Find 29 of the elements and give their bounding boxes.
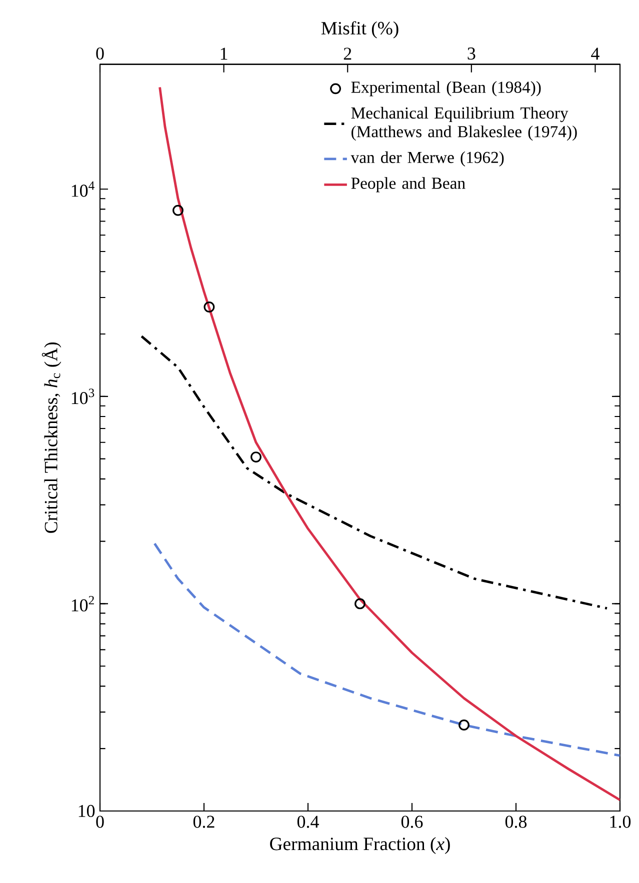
x2-axis-title: Misfit (%) (321, 21, 398, 38)
legend-label: Experimental (Bean (1984)) (351, 81, 541, 96)
legend-label: Mechanical Equilibrium Theory (Matthews and Blakeslee (1974)) (351, 106, 577, 141)
x-tick-label: 1.0 (610, 816, 631, 828)
x-tick-label: 0.6 (401, 816, 423, 828)
point (204, 302, 215, 312)
x2-tick-label: 3 (468, 48, 476, 60)
point (250, 452, 262, 462)
x-tick-label: 0.8 (505, 816, 527, 828)
x2-tick-label: 1 (220, 48, 228, 60)
x2-tick-label: 0 (96, 47, 104, 60)
y-tick-label: 10$^{2}$ (72, 596, 94, 612)
legend-label: People and Bean (351, 177, 466, 192)
legend-label: van der Merwe (1962) (350, 151, 504, 166)
y-tick-label: 10$^{4}$ (72, 181, 94, 197)
x-tick-label: 0 (96, 816, 104, 828)
point (172, 204, 184, 216)
x-tick-label: 0.2 (193, 816, 214, 828)
point (458, 720, 470, 730)
x2-tick-label: 4 (591, 48, 600, 60)
line-series (153, 542, 620, 757)
y-tick-label: 10$^{3}$ (72, 388, 94, 404)
line-series (140, 335, 608, 610)
x-tick-label: 0.4 (297, 816, 319, 828)
x-axis-title: Germanium Fraction (x) (270, 837, 450, 854)
x2-tick-label: 2 (344, 48, 352, 60)
point (354, 598, 366, 610)
y-tick-label: 10 (78, 804, 95, 818)
y-axis-title: Critical Thickness, h$_{c}$ (Å) (42, 342, 62, 533)
